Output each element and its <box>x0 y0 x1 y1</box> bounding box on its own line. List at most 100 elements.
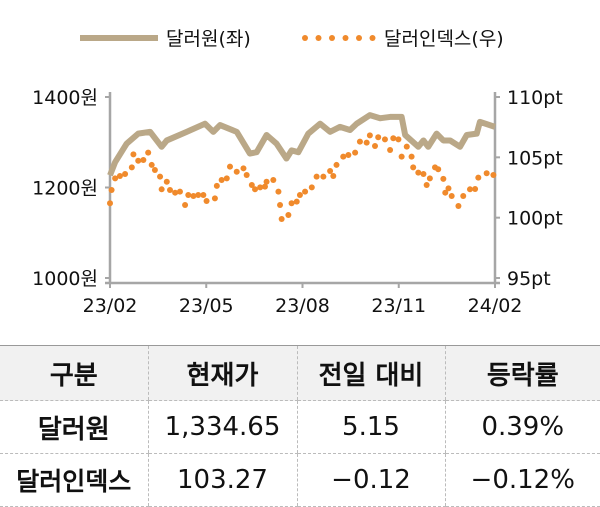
row-change: −0.12 <box>296 453 445 507</box>
dxy-data-point <box>122 170 129 177</box>
dxy-data-point <box>148 161 155 168</box>
dxy-data-point <box>398 153 405 160</box>
legend-dot <box>342 35 349 41</box>
dxy-data-point <box>275 188 282 195</box>
dxy-data-point <box>445 185 452 192</box>
left-tick-label: 1400원 <box>32 87 98 109</box>
left-tick-label: 1000원 <box>32 268 98 290</box>
x-tick-label: 23/08 <box>275 295 330 317</box>
dxy-data-point <box>278 215 285 222</box>
legend-dxy-swatch <box>302 35 376 41</box>
dxy-data-point <box>166 187 173 194</box>
fx-summary-table: 구분 현재가 전일 대비 등락률 달러원 1,334.65 5.15 0.39%… <box>0 345 600 507</box>
dxy-data-point <box>395 136 402 143</box>
dxy-data-point <box>163 178 170 185</box>
dxy-data-point <box>252 186 259 193</box>
dxy-data-point <box>345 152 352 159</box>
dxy-data-point <box>213 182 220 189</box>
table-row: 달러인덱스 103.27 −0.12 −0.12% <box>0 453 600 507</box>
legend-dot <box>356 35 362 41</box>
dxy-data-point <box>243 171 250 178</box>
dxy-data-point <box>261 183 268 190</box>
header-price: 현재가 <box>147 345 297 401</box>
legend-dot <box>369 35 376 41</box>
dxy-data-point <box>366 132 373 139</box>
row-label: 달러인덱스 <box>0 453 148 507</box>
table-header-row: 구분 현재가 전일 대비 등락률 <box>0 345 600 401</box>
dxy-data-point <box>158 186 165 193</box>
dxy-data-point <box>277 201 284 208</box>
dxy-data-point <box>130 151 137 158</box>
dxy-data-point <box>285 212 292 219</box>
x-tick-label: 23/11 <box>371 295 426 317</box>
dxy-data-point <box>420 170 427 177</box>
dxy-data-point <box>320 173 327 180</box>
row-label: 달러원 <box>0 400 148 454</box>
legend-krw-label: 달러원(좌) <box>166 28 251 50</box>
dxy-data-point <box>387 146 394 153</box>
row-price: 1,334.65 <box>147 400 297 454</box>
dxy-data-point <box>352 149 359 156</box>
row-change: 5.15 <box>296 400 445 454</box>
right-tick-label: 100pt <box>507 208 563 230</box>
header-change-rate: 등락률 <box>444 345 600 401</box>
dxy-data-point <box>340 153 347 160</box>
dxy-data-point <box>195 191 202 198</box>
table-row: 달러원 1,334.65 5.15 0.39% <box>0 400 600 454</box>
dxy-data-point <box>302 188 309 195</box>
dxy-data-point <box>233 168 240 175</box>
dxy-data-point <box>330 173 337 180</box>
dxy-data-point <box>257 184 264 191</box>
x-tick-label: 23/02 <box>83 295 138 317</box>
dxy-data-point <box>375 134 382 141</box>
dxy-data-point <box>185 191 192 198</box>
dxy-data-point <box>327 167 334 174</box>
dxy-data-point <box>442 189 449 196</box>
x-tick-label: 24/02 <box>468 295 523 317</box>
dxy-data-point <box>190 192 197 199</box>
dxy-data-point <box>240 165 247 172</box>
dxy-data-point <box>466 186 473 193</box>
dxy-data-point <box>248 181 255 188</box>
dxy-data-point <box>372 142 379 149</box>
tick-labels: 1400원 1200원 1000원 110pt 105pt 100pt 95pt 23/02 2… <box>32 87 563 317</box>
dxy-data-point <box>288 200 295 207</box>
row-price: 103.27 <box>147 453 297 507</box>
dxy-data-point <box>408 153 415 160</box>
legend-dot <box>315 35 322 41</box>
legend-dxy-label: 달러인덱스(우) <box>384 28 504 50</box>
row-change-rate: 0.39% <box>444 400 600 454</box>
right-tick-label: 110pt <box>507 87 563 109</box>
legend-dot <box>302 35 308 41</box>
dxy-data-point <box>440 175 447 182</box>
dxy-data-point <box>415 169 422 176</box>
dxy-data-point <box>218 177 225 184</box>
left-tick-label: 1200원 <box>32 178 98 200</box>
dxy-data-point <box>410 164 417 171</box>
dxy-data-point <box>293 198 300 205</box>
dxy-data-point <box>107 200 113 207</box>
plot-area <box>107 112 497 222</box>
dxy-data-point <box>448 192 455 199</box>
legend: 달러원(좌) 달러인덱스(우) <box>80 28 504 50</box>
dxy-data-point <box>483 170 490 177</box>
right-tick-label: 105pt <box>507 147 563 169</box>
dxy-data-point <box>308 184 315 191</box>
row-change-rate: −0.12% <box>444 453 600 507</box>
dxy-data-point <box>116 173 123 180</box>
dxy-data-point <box>435 166 442 173</box>
dxy-data-point <box>108 187 115 194</box>
dxy-data-point <box>263 178 270 185</box>
dxy-data-point <box>472 185 479 192</box>
dxy-data-point <box>403 143 410 150</box>
dxy-data-point <box>460 192 467 199</box>
legend-dot <box>329 35 335 41</box>
dxy-data-point <box>200 191 207 198</box>
dxy-data-point <box>157 173 164 180</box>
dxy-data-point <box>223 175 230 182</box>
dxy-data-point <box>490 171 497 178</box>
dxy-data-point <box>455 202 462 209</box>
dxy-data-point <box>172 189 179 196</box>
dxy-data-point <box>313 173 320 180</box>
dxy-data-point <box>475 174 482 181</box>
